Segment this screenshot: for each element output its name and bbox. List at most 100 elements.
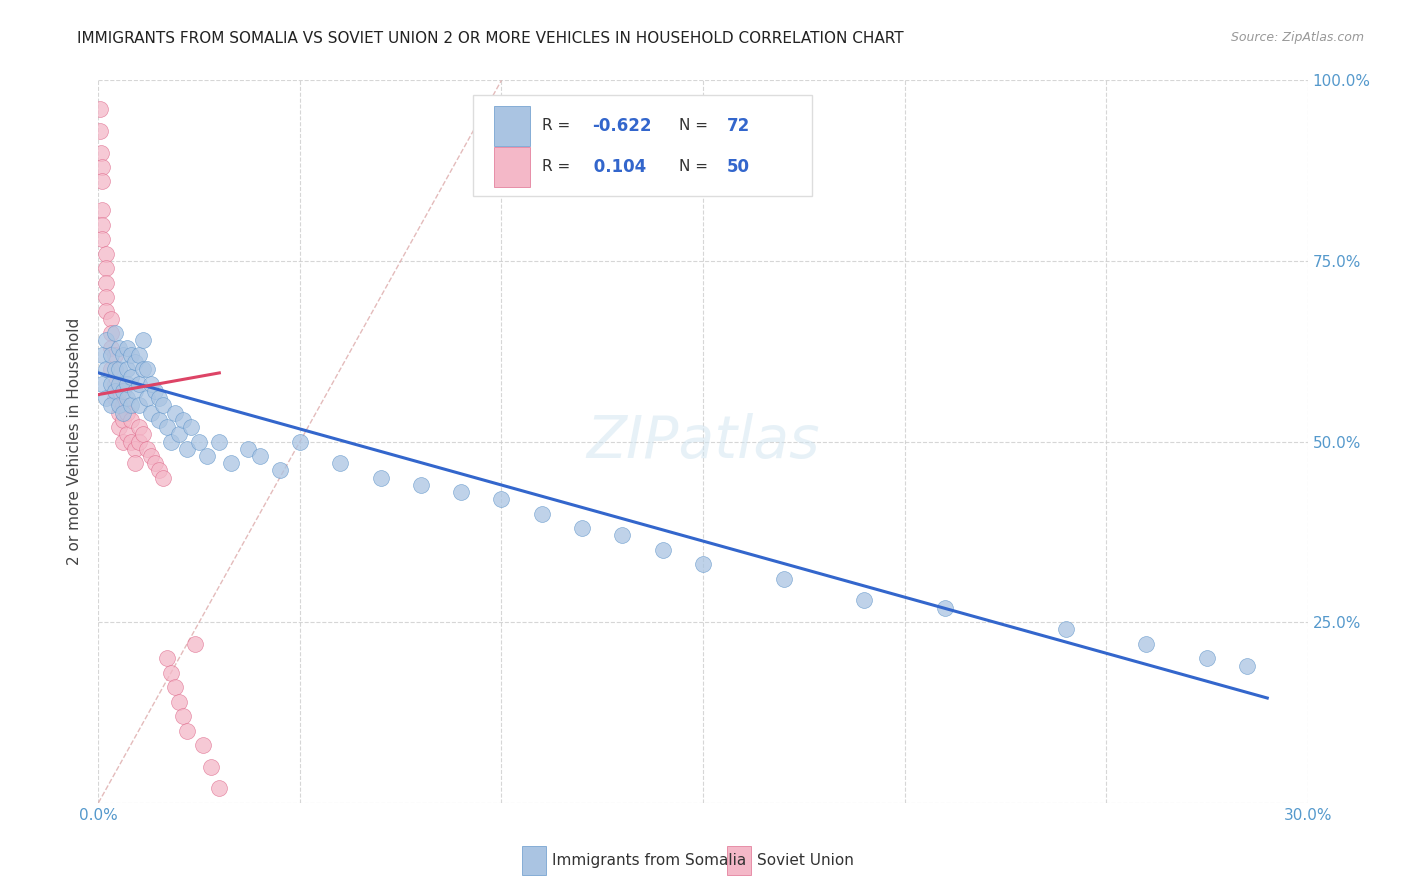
Point (139, 376, 162, 391)
Point (96, 290, 118, 304)
Point (167, 695, 190, 709)
Point (107, 406, 129, 420)
Point (96, 276, 118, 290)
Text: Soviet Union: Soviet Union (758, 853, 855, 868)
Point (103, 362, 125, 376)
Point (90, 145, 112, 160)
Point (208, 434, 231, 449)
Point (612, 528, 634, 542)
Point (100, 348, 122, 362)
Point (176, 723, 198, 738)
Point (160, 434, 183, 449)
Point (91, 203, 114, 218)
Point (184, 637, 207, 651)
Point (1135, 637, 1157, 651)
Point (120, 398, 142, 412)
Point (172, 413, 194, 427)
Point (167, 427, 190, 442)
Point (148, 391, 170, 405)
Point (1054, 623, 1077, 637)
Point (132, 334, 155, 348)
Point (135, 442, 157, 456)
Point (91, 232, 114, 246)
Text: R =: R = (543, 160, 575, 175)
Point (132, 427, 155, 442)
Text: 72: 72 (727, 117, 751, 135)
Text: N =: N = (679, 119, 713, 133)
Point (96, 304, 118, 318)
Point (1236, 658, 1258, 673)
Point (91, 218, 114, 232)
Point (107, 362, 129, 376)
FancyBboxPatch shape (494, 106, 530, 145)
Point (128, 376, 150, 391)
Text: N =: N = (679, 160, 713, 175)
FancyBboxPatch shape (474, 95, 811, 196)
Point (120, 348, 142, 362)
Point (96, 391, 118, 405)
Point (90, 160, 112, 174)
Point (934, 600, 956, 615)
Point (103, 384, 125, 398)
Point (111, 413, 134, 427)
Text: Source: ZipAtlas.com: Source: ZipAtlas.com (1230, 31, 1364, 45)
Point (91, 348, 114, 362)
Point (107, 384, 129, 398)
Point (103, 376, 125, 391)
Text: IMMIGRANTS FROM SOMALIA VS SOVIET UNION 2 OR MORE VEHICLES IN HOUSEHOLD CORRELAT: IMMIGRANTS FROM SOMALIA VS SOVIET UNION … (77, 31, 904, 46)
Point (1195, 651, 1218, 665)
FancyBboxPatch shape (522, 847, 546, 875)
Text: -0.622: -0.622 (592, 117, 651, 135)
Point (288, 434, 311, 449)
Point (491, 492, 513, 507)
Point (111, 398, 134, 412)
Text: 50: 50 (727, 158, 751, 176)
Point (853, 593, 876, 607)
Point (96, 362, 118, 376)
Point (139, 449, 162, 463)
Point (236, 442, 259, 456)
Point (200, 760, 222, 774)
Point (107, 376, 129, 391)
Text: ZIPatlas: ZIPatlas (586, 413, 820, 470)
Point (148, 463, 170, 477)
Point (107, 420, 129, 434)
Point (329, 456, 352, 470)
Point (156, 651, 179, 665)
Point (172, 709, 194, 723)
Point (111, 384, 134, 398)
Point (120, 369, 142, 384)
Point (180, 420, 202, 434)
Point (111, 406, 134, 420)
Point (530, 507, 553, 521)
Point (107, 398, 129, 412)
Point (100, 398, 122, 412)
Point (135, 391, 157, 405)
Point (135, 362, 157, 376)
Point (269, 463, 291, 477)
Point (651, 542, 673, 557)
Point (111, 434, 134, 449)
Point (124, 384, 146, 398)
Point (571, 521, 593, 535)
Point (176, 442, 198, 456)
Point (115, 406, 138, 420)
Point (103, 326, 125, 340)
Point (152, 470, 174, 484)
Point (107, 341, 129, 355)
Text: Immigrants from Somalia: Immigrants from Somalia (551, 853, 747, 868)
Point (128, 348, 150, 362)
Point (115, 341, 138, 355)
Point (100, 311, 122, 326)
Point (124, 442, 146, 456)
Text: R =: R = (543, 119, 575, 133)
Point (152, 398, 174, 412)
Point (188, 434, 211, 449)
Point (370, 470, 392, 484)
Point (115, 391, 138, 405)
Point (124, 456, 146, 470)
Point (103, 391, 125, 405)
Point (103, 348, 125, 362)
Point (91, 174, 114, 188)
Point (96, 334, 118, 348)
